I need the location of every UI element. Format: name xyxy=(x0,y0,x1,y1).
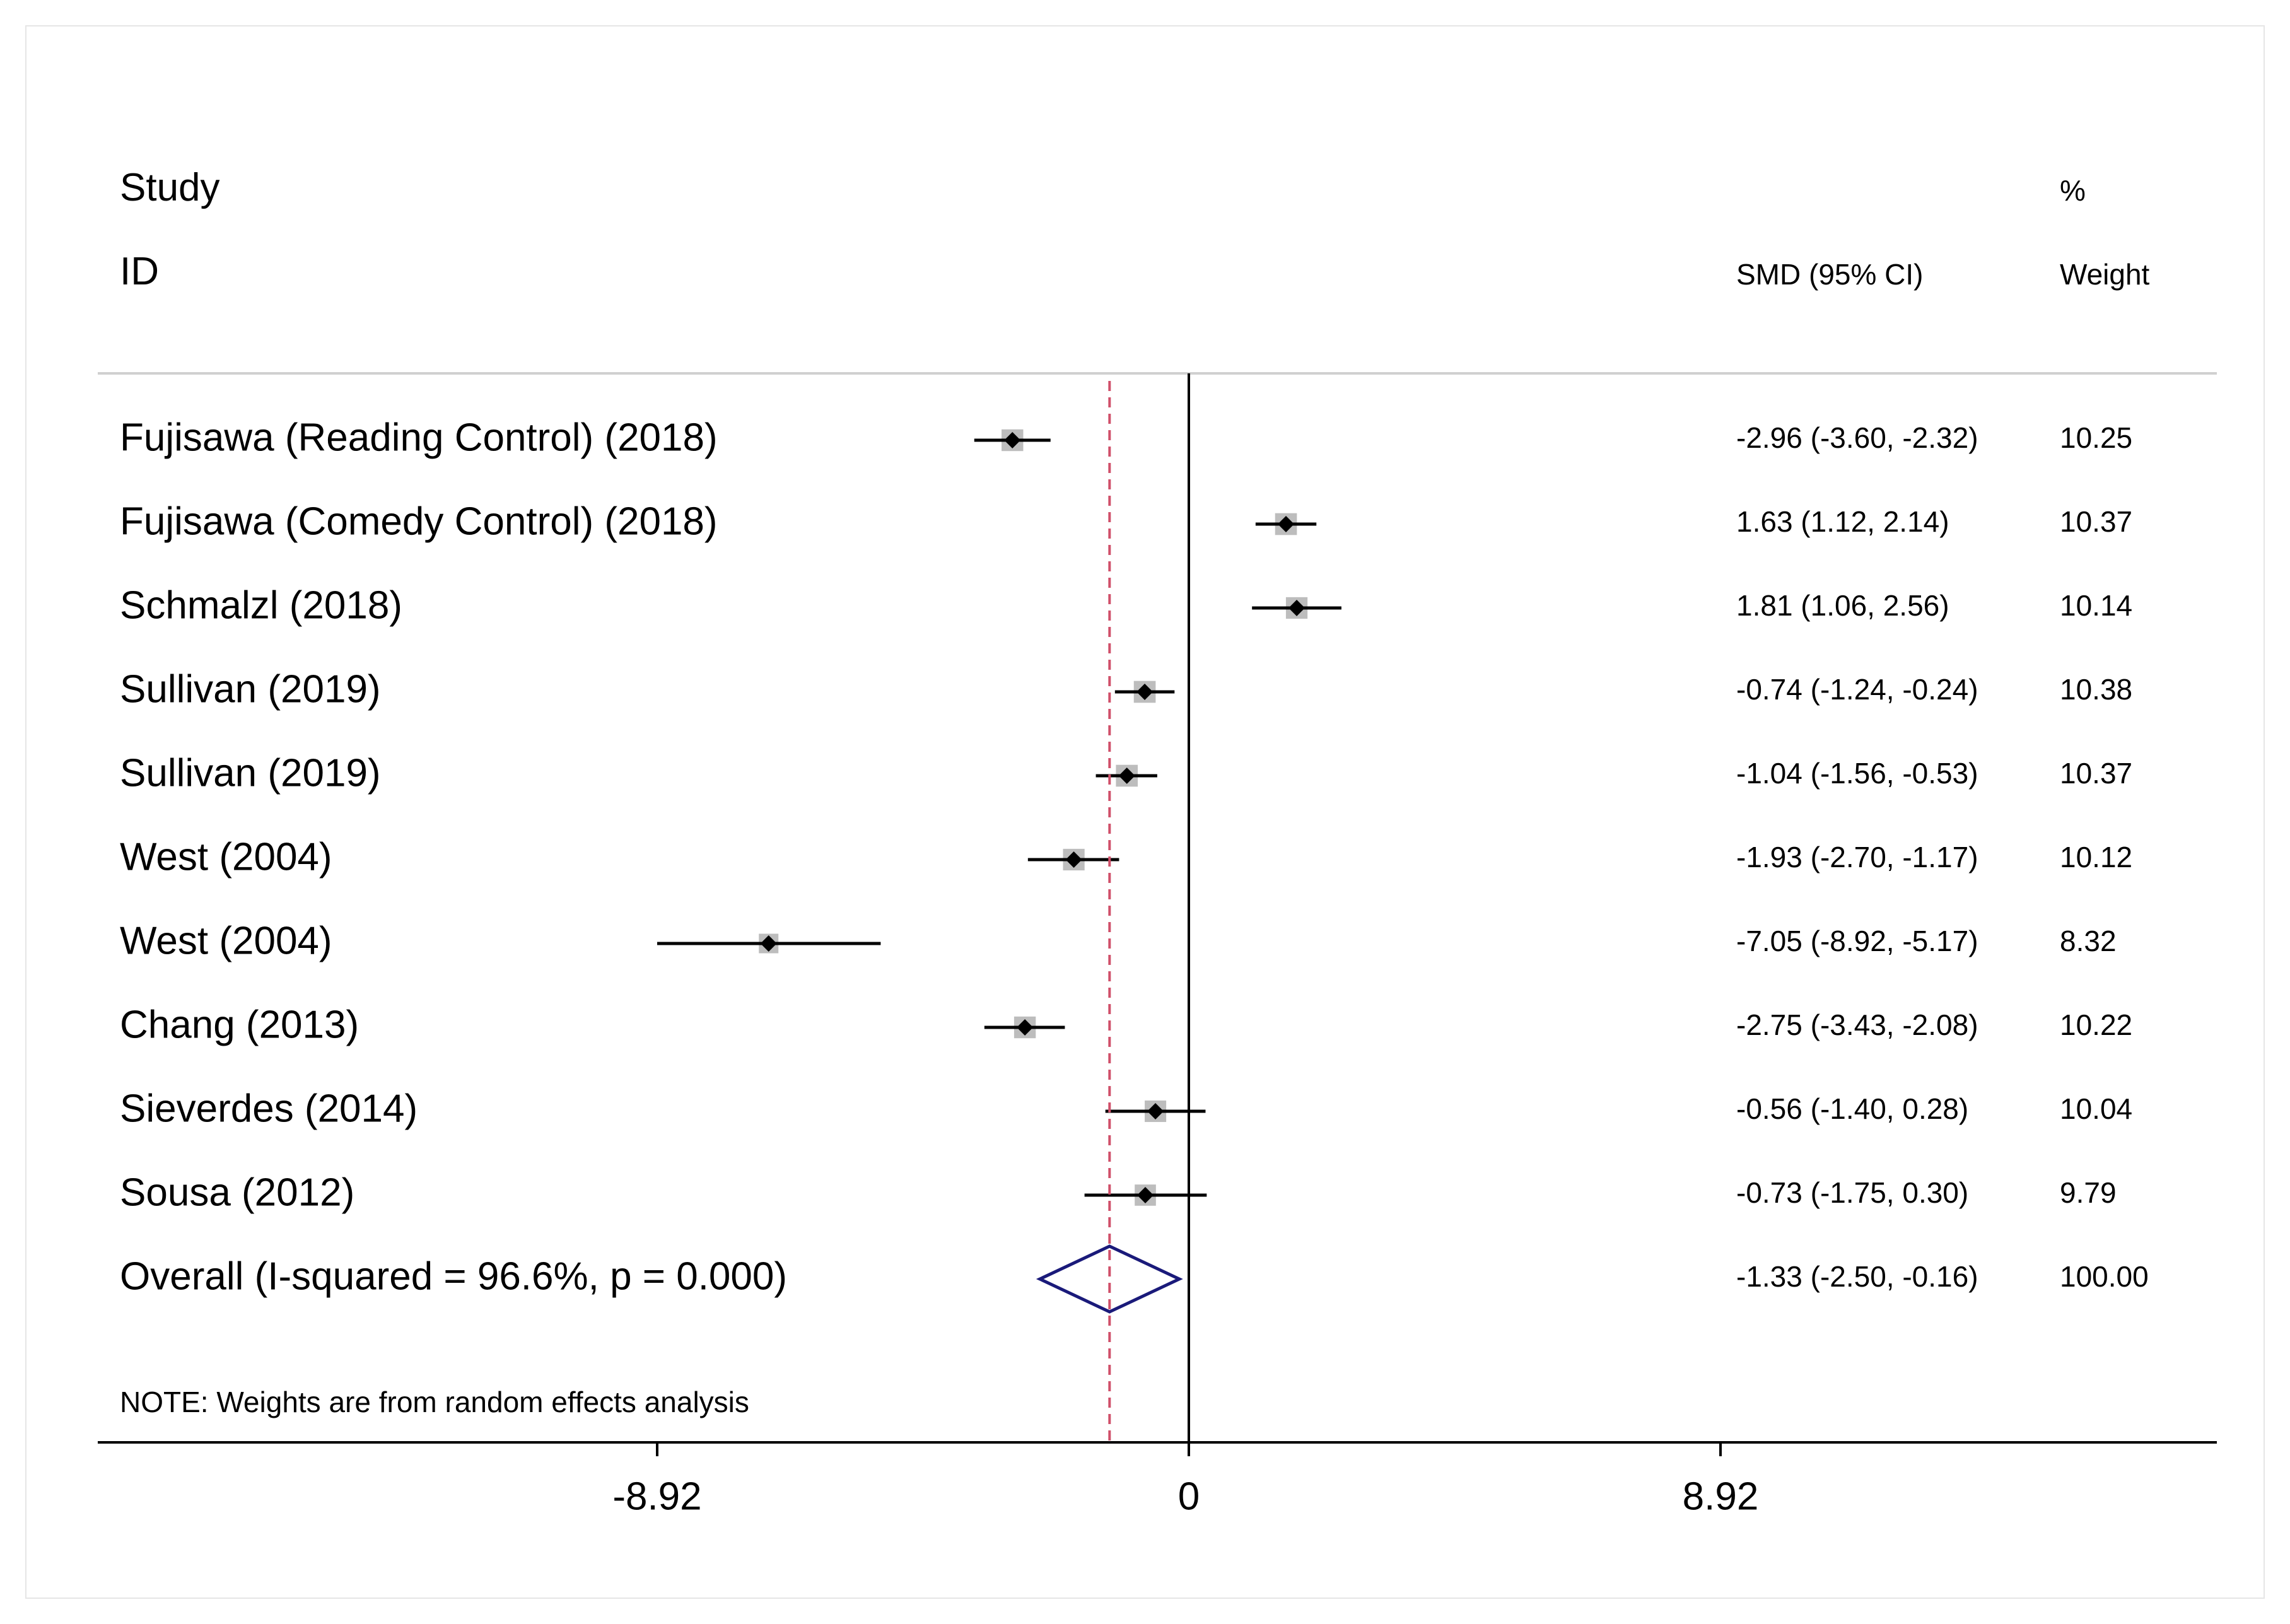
study-label: West (2004) xyxy=(120,919,332,962)
header-study: Study xyxy=(120,166,220,209)
overall-label: Overall (I-squared = 96.6%, p = 0.000) xyxy=(120,1254,787,1298)
header-effect: SMD (95% CI) xyxy=(1736,258,1924,291)
study-label: Sullivan (2019) xyxy=(120,667,381,711)
study-ci-text: -2.96 (-3.60, -2.32) xyxy=(1736,421,1978,454)
study-label: Chang (2013) xyxy=(120,1003,359,1046)
study-point-marker xyxy=(1118,768,1135,784)
study-label: Sullivan (2019) xyxy=(120,751,381,795)
study-ci-text: -0.56 (-1.40, 0.28) xyxy=(1736,1092,1968,1125)
header-id: ID xyxy=(120,250,159,293)
study-row xyxy=(1105,1100,1206,1123)
study-point-marker xyxy=(1288,600,1306,616)
study-ci-text: -1.93 (-2.70, -1.17) xyxy=(1736,841,1978,873)
study-label: Sieverdes (2014) xyxy=(120,1087,418,1130)
study-ci-text: -1.04 (-1.56, -0.53) xyxy=(1736,757,1978,790)
study-label: Fujisawa (Reading Control) (2018) xyxy=(120,416,718,459)
study-row xyxy=(974,429,1051,452)
study-rows: Fujisawa (Reading Control) (2018) -2.96 (… xyxy=(120,416,2149,1418)
study-weight: 10.37 xyxy=(2060,505,2132,538)
study-point-marker xyxy=(1065,851,1082,868)
figure-frame xyxy=(25,25,2265,1599)
study-weight: 10.14 xyxy=(2060,589,2132,622)
x-tick-label: 0 xyxy=(1178,1475,1200,1518)
x-tick-label: -8.92 xyxy=(612,1475,701,1518)
study-row xyxy=(1114,681,1175,703)
study-weight: 10.22 xyxy=(2060,1008,2132,1041)
study-label: Schmalzl (2018) xyxy=(120,583,402,627)
study-point-marker xyxy=(1137,1187,1154,1203)
study-point-marker xyxy=(760,935,777,952)
study-row xyxy=(984,1016,1065,1039)
study-weight: 10.12 xyxy=(2060,841,2132,873)
study-ci-text: 1.63 (1.12, 2.14) xyxy=(1736,505,1949,538)
study-row xyxy=(1095,764,1157,787)
study-weight: 9.79 xyxy=(2060,1176,2117,1209)
study-point-marker xyxy=(1004,432,1021,448)
study-weight: 8.32 xyxy=(2060,925,2117,957)
study-row xyxy=(657,933,881,954)
study-point-marker xyxy=(1278,516,1295,532)
study-weight: 10.37 xyxy=(2060,757,2132,790)
study-ci-text: -0.74 (-1.24, -0.24) xyxy=(1736,673,1978,706)
study-row xyxy=(1252,597,1341,619)
note-text: NOTE: Weights are from random effects an… xyxy=(120,1386,749,1418)
study-weight: 10.04 xyxy=(2060,1092,2132,1125)
header-weight-pct: % xyxy=(2060,174,2086,207)
overall-ci-text: -1.33 (-2.50, -0.16) xyxy=(1736,1260,1978,1293)
study-ci-text: -0.73 (-1.75, 0.30) xyxy=(1736,1176,1968,1209)
overall-weight: 100.00 xyxy=(2060,1260,2149,1293)
overall-diamond xyxy=(1036,1244,1183,1314)
study-ci-text: 1.81 (1.06, 2.56) xyxy=(1736,589,1949,622)
study-ci-text: -7.05 (-8.92, -5.17) xyxy=(1736,925,1978,957)
x-axis: -8.92 0 8.92 xyxy=(98,373,2217,1518)
study-point-marker xyxy=(1147,1103,1164,1119)
study-label: West (2004) xyxy=(120,835,332,879)
study-row xyxy=(1255,513,1317,535)
study-weight: 10.25 xyxy=(2060,421,2132,454)
study-row xyxy=(1027,848,1119,871)
x-tick-label: 8.92 xyxy=(1683,1475,1759,1518)
header-weight: Weight xyxy=(2060,258,2150,291)
study-weight: 10.38 xyxy=(2060,673,2132,706)
study-point-marker xyxy=(1136,684,1154,700)
study-row xyxy=(1084,1184,1207,1206)
study-ci-text: -2.75 (-3.43, -2.08) xyxy=(1736,1008,1978,1041)
study-point-marker xyxy=(1017,1019,1034,1036)
study-label: Sousa (2012) xyxy=(120,1171,354,1214)
study-label: Fujisawa (Comedy Control) (2018) xyxy=(120,499,718,543)
